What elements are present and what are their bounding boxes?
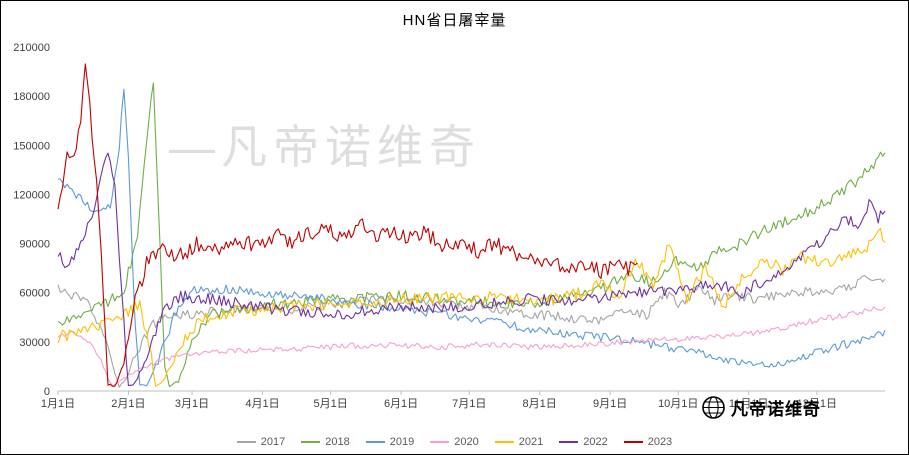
- legend-item-2021: 2021: [494, 436, 544, 448]
- y-axis-tick-label: 150000: [13, 140, 50, 152]
- y-axis-tick-label: 0: [44, 386, 50, 398]
- series-2021-line: [57, 227, 886, 387]
- y-axis-tick-label: 180000: [13, 91, 50, 103]
- brand-text: 凡帝诺维奇: [731, 400, 821, 419]
- x-axis-tick-label: 1月1日: [41, 398, 75, 410]
- legend-item-2022: 2022: [559, 436, 608, 448]
- legend-item-2018: 2018: [301, 436, 350, 448]
- y-axis-tick-label: 90000: [19, 239, 50, 251]
- legend-item-2020: 2020: [430, 436, 479, 448]
- y-axis-tick-label: 30000: [19, 337, 50, 349]
- legend-label-2019: 2019: [389, 436, 415, 448]
- legend-item-2023: 2023: [623, 436, 673, 448]
- legend-swatch-2017: [236, 441, 256, 443]
- series-2022-line: [57, 152, 886, 387]
- x-axis-tick-label: 7月1日: [452, 398, 486, 410]
- chart-legend: 2017 2018 2019 2020 2021 2022 2023: [1, 436, 908, 448]
- legend-label-2022: 2022: [583, 436, 608, 448]
- legend-item-2017: 2017: [236, 436, 286, 448]
- x-axis-tick-label: 8月1日: [523, 398, 557, 410]
- legend-item-2019: 2019: [365, 436, 415, 448]
- x-axis-tick-label: 9月1日: [593, 398, 627, 410]
- x-axis-tick-label: 3月1日: [175, 398, 209, 410]
- y-axis-tick-label: 120000: [13, 189, 50, 201]
- globe-icon: [702, 396, 725, 419]
- x-axis-tick-label: 6月1日: [384, 398, 418, 410]
- series-2023-line: [57, 63, 638, 387]
- legend-label-2023: 2023: [647, 436, 673, 448]
- chart-title: HN省日屠宰量: [402, 12, 507, 29]
- series-2019-line: [58, 88, 886, 387]
- legend-label-2020: 2020: [454, 436, 479, 448]
- series-2020-line: [57, 306, 886, 387]
- legend-label-2018: 2018: [325, 436, 350, 448]
- x-axis-tick-label: 4月1日: [245, 398, 279, 410]
- x-axis-tick-label: 2月1日: [111, 398, 145, 410]
- x-axis-tick-label: 12月1日: [797, 398, 837, 410]
- y-axis-tick-label: 210000: [13, 42, 50, 54]
- legend-swatch-2020: [430, 441, 450, 443]
- x-axis-tick-label: 10月1日: [658, 398, 698, 410]
- series-2018-line: [57, 82, 886, 388]
- legend-swatch-2019: [365, 441, 385, 443]
- legend-swatch-2021: [494, 441, 514, 443]
- legend-label-2017: 2017: [260, 436, 286, 448]
- legend-swatch-2022: [559, 441, 579, 443]
- legend-swatch-2018: [301, 441, 321, 443]
- x-axis-tick-label: 11月1日: [729, 398, 769, 410]
- legend-label-2021: 2021: [518, 436, 544, 448]
- x-axis-tick-label: 5月1日: [314, 398, 348, 410]
- legend-swatch-2023: [623, 441, 643, 443]
- y-axis-tick-label: 60000: [19, 288, 50, 300]
- brand-logo: 凡帝诺维奇: [701, 395, 821, 420]
- series-2017-line: [57, 274, 886, 388]
